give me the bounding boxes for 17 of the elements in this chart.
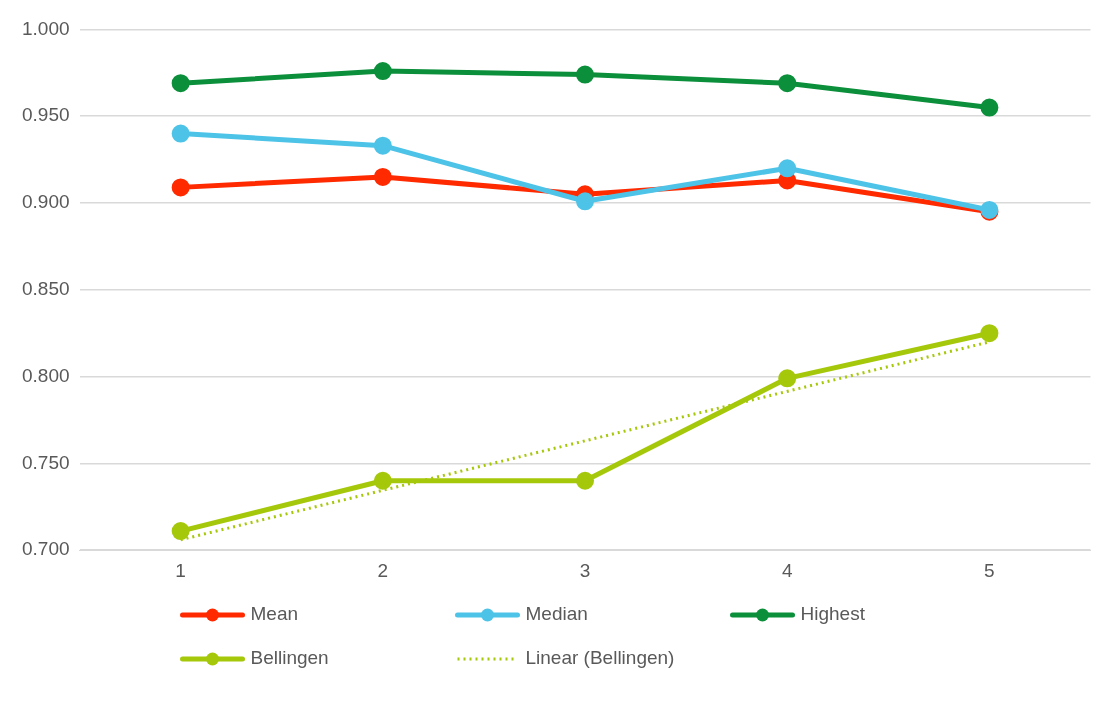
x-tick-label: 1 <box>175 559 186 581</box>
legend-label: Highest <box>800 603 866 625</box>
y-tick-label: 0.850 <box>22 278 70 300</box>
legend-label: Bellingen <box>250 647 329 669</box>
y-tick-label: 0.800 <box>22 364 70 386</box>
x-tick-label: 3 <box>579 559 591 581</box>
y-tick-label: 0.700 <box>22 538 70 560</box>
y-tick-label: 0.900 <box>22 191 70 213</box>
legend-label: Median <box>525 603 588 625</box>
x-tick-label: 2 <box>377 559 389 581</box>
legend-label: Linear (Bellingen) <box>525 647 675 669</box>
x-tick-label: 5 <box>984 559 995 581</box>
y-tick-label: 1.000 <box>22 17 70 39</box>
x-tick-label: 4 <box>781 559 793 581</box>
y-tick-label: 0.950 <box>22 104 70 126</box>
y-tick-label: 0.750 <box>22 451 70 473</box>
legend-label: Mean <box>250 603 299 625</box>
